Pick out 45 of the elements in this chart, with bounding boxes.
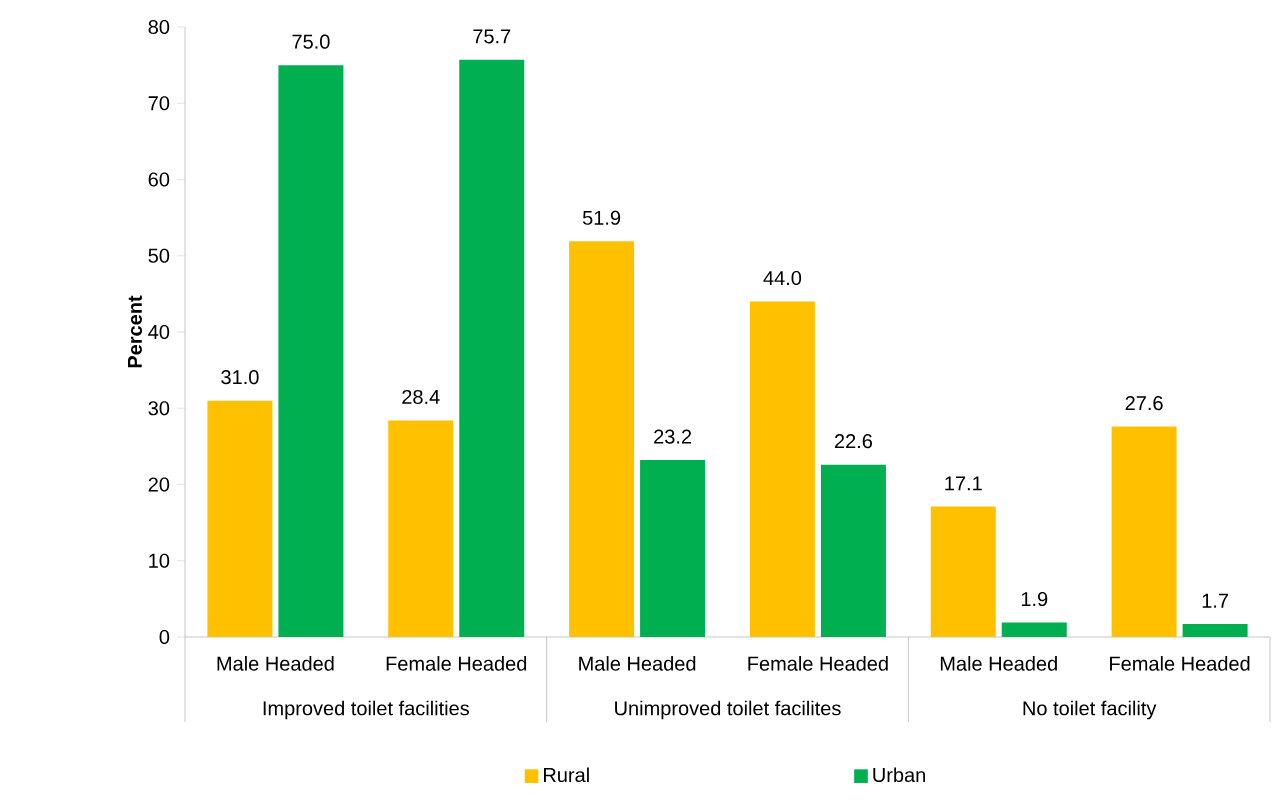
y-tick-label: 30 [148, 401, 170, 416]
x-tick-label: Male Headed [217, 656, 334, 671]
y-tick-label: 80 [148, 19, 170, 35]
y-tick-label: 50 [148, 248, 170, 263]
bar [1001, 622, 1067, 637]
text: Unimproved toilet facilites [615, 700, 841, 720]
data-label: 28.4 [402, 389, 440, 405]
data-label: 27.6 [1125, 396, 1163, 411]
text: Improved toilet facilities [263, 700, 470, 720]
y-tick-label: 0 [159, 629, 170, 645]
bar [388, 420, 454, 637]
bar [640, 460, 706, 637]
x-tick-label: Male Headed [940, 656, 1057, 671]
bar [930, 506, 996, 637]
x-tick-label: Female Headed [386, 656, 527, 671]
y-tick-label: 20 [148, 477, 170, 492]
data-label: 75.7 [473, 29, 511, 44]
y-tick-label: 10 [149, 553, 170, 568]
legend-label: Rural [544, 767, 589, 783]
data-label: 31.0 [221, 370, 259, 385]
data-label: 17.1 [945, 476, 982, 491]
data-label: 51.9 [582, 210, 621, 225]
bar [749, 301, 815, 637]
x-tick-label: Female Headed [1110, 656, 1250, 671]
y-axis-title: Percent [127, 295, 142, 368]
bar [278, 65, 344, 637]
bar [1111, 426, 1177, 637]
bar [1182, 624, 1248, 637]
bar [820, 464, 886, 637]
bar [459, 59, 525, 637]
text: No toilet facility [1023, 700, 1157, 720]
y-tick-label: 60 [148, 172, 170, 187]
legend-label: Urban [873, 767, 925, 783]
bar [569, 241, 635, 637]
y-tick-label: 70 [148, 96, 170, 111]
data-label: 22.6 [834, 434, 873, 449]
data-label: 44.0 [763, 270, 802, 286]
x-tick-label: Female Headed [748, 656, 888, 671]
data-label: 75.0 [292, 34, 330, 49]
bar [207, 400, 273, 637]
data-label: 1.7 [1202, 593, 1228, 608]
y-tick-label: 40 [148, 324, 170, 340]
x-tick-label: Male Headed [579, 656, 696, 671]
data-label: 1.9 [1021, 591, 1048, 607]
data-label: 23.2 [654, 429, 692, 444]
